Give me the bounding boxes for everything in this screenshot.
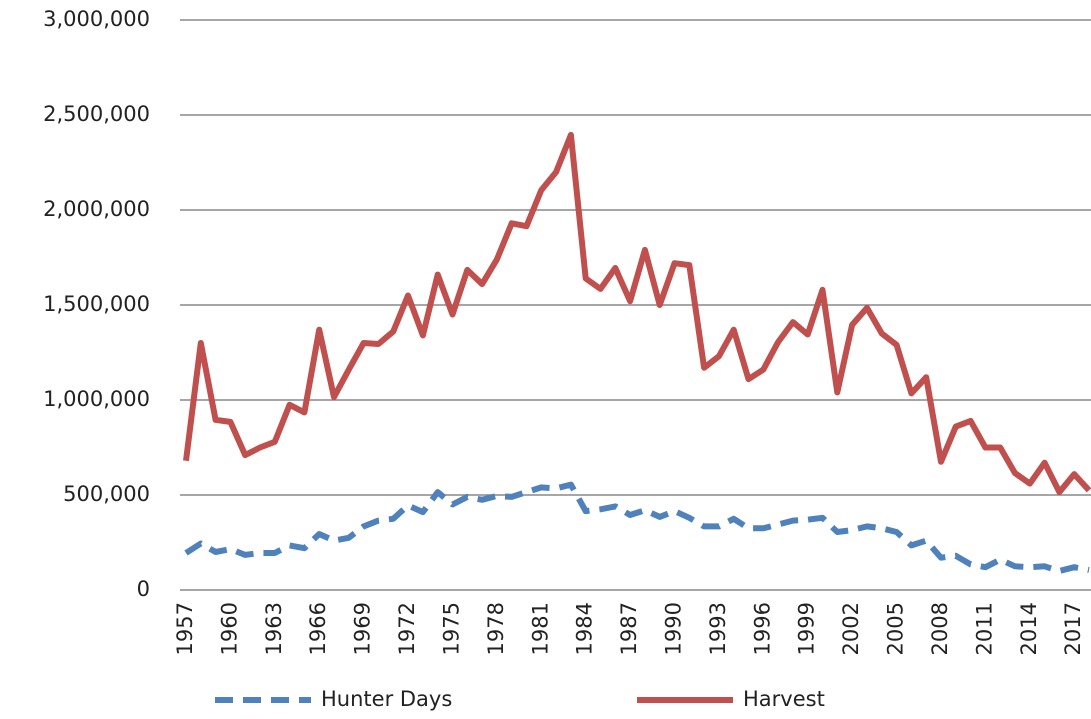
- x-tick-label: 1963: [262, 602, 286, 655]
- y-tick-label: 3,000,000: [43, 7, 150, 31]
- x-tick-label: 2011: [972, 602, 996, 655]
- x-tick-label: 2005: [884, 602, 908, 655]
- legend-label: Harvest: [743, 687, 825, 711]
- x-tick-label: 1972: [395, 602, 419, 655]
- line-series: [184, 481, 1090, 574]
- x-tick-label: 1975: [439, 602, 463, 655]
- x-tick-label: 1993: [706, 602, 730, 655]
- x-tick-label: 1987: [617, 602, 641, 655]
- x-tick-label: 2008: [928, 602, 952, 655]
- x-tick-label: 1978: [484, 602, 508, 655]
- x-tick-label: 1957: [173, 602, 197, 655]
- y-tick-label: 0: [137, 577, 150, 601]
- line-series: [183, 131, 1091, 496]
- x-tick-label: 1966: [306, 602, 330, 655]
- x-tick-label: 1999: [795, 602, 819, 655]
- y-tick-label: 2,500,000: [43, 102, 150, 126]
- x-tick-label: 2014: [1017, 602, 1041, 655]
- x-tick-label: 1981: [528, 602, 552, 655]
- x-tick-label: 2017: [1061, 602, 1085, 655]
- x-tick-label: 1984: [573, 602, 597, 655]
- x-tick-label: 1969: [351, 602, 375, 655]
- y-tick-label: 500,000: [63, 482, 150, 506]
- y-tick-label: 2,000,000: [43, 197, 150, 221]
- y-tick-label: 1,500,000: [43, 292, 150, 316]
- legend-label: Hunter Days: [321, 687, 452, 711]
- x-tick-label: 1990: [662, 602, 686, 655]
- y-tick-label: 1,000,000: [43, 387, 150, 411]
- x-tick-label: 1960: [217, 602, 241, 655]
- x-tick-label: 2002: [839, 602, 863, 655]
- x-tick-label: 1996: [750, 602, 774, 655]
